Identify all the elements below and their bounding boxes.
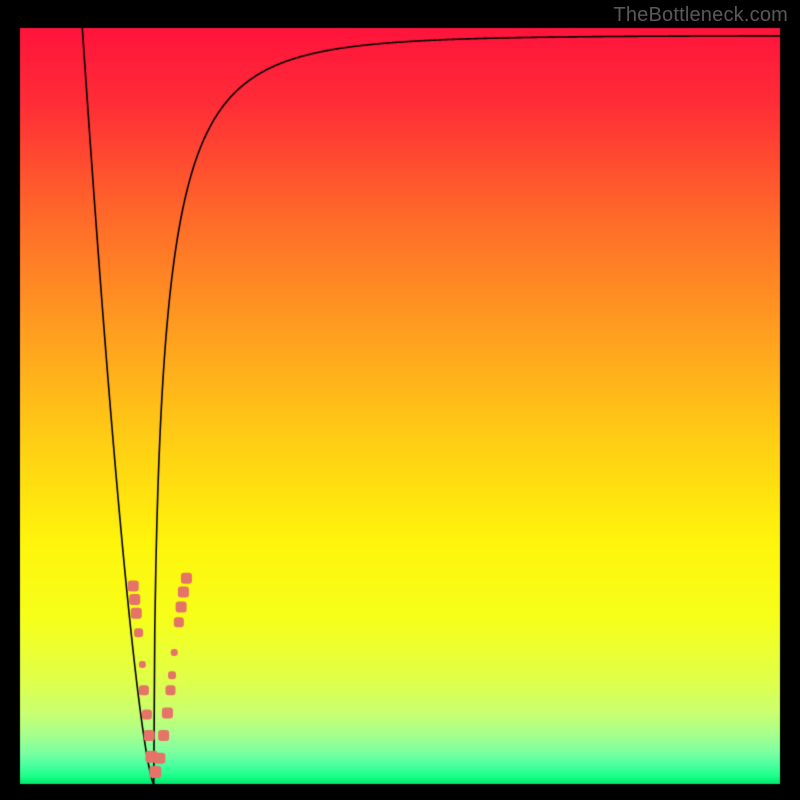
bottleneck-chart-canvas — [0, 0, 800, 800]
